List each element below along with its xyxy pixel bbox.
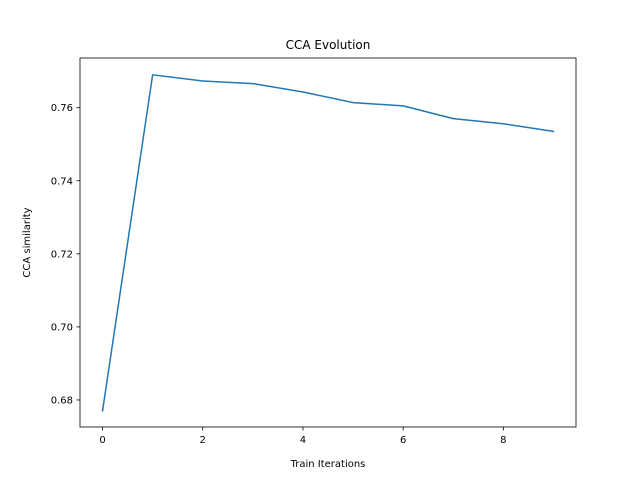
- y-tick-label: 0.76: [51, 103, 73, 114]
- chart-title: CCA Evolution: [286, 38, 371, 52]
- x-tick-label: 0: [99, 435, 105, 446]
- y-axis-label: CCA similarity: [22, 207, 33, 277]
- y-tick-label: 0.74: [51, 176, 73, 187]
- plot-area-frame: [79, 57, 577, 428]
- x-tick-label: 2: [200, 435, 206, 446]
- y-tick-label: 0.72: [51, 249, 73, 260]
- y-tick-label: 0.68: [51, 395, 73, 406]
- x-tick-label: 6: [400, 435, 406, 446]
- x-axis-ticks: 0 2 4 6 8: [99, 427, 507, 446]
- y-tick-label: 0.70: [51, 322, 73, 333]
- y-axis-ticks: 0.68 0.70 0.72 0.74 0.76: [51, 103, 80, 406]
- x-tick-label: 8: [500, 435, 506, 446]
- plot-area-background: [80, 58, 576, 427]
- x-axis-label: Train Iterations: [290, 459, 366, 470]
- x-tick-label: 4: [300, 435, 306, 446]
- series-line: [101, 74, 555, 412]
- series-layer: [101, 74, 555, 412]
